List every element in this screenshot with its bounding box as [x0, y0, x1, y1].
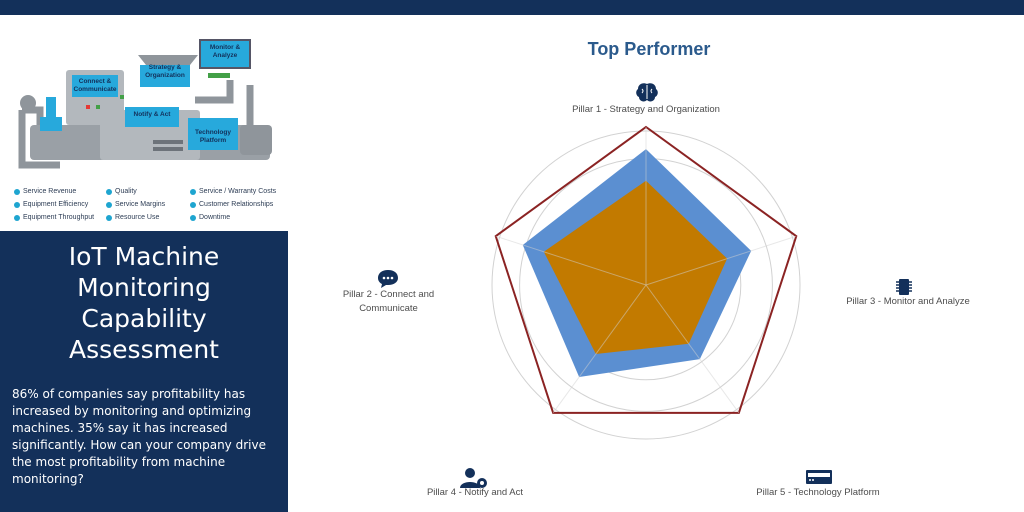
top-banner	[0, 0, 1024, 15]
user-gear-icon	[460, 468, 487, 488]
legend-col-1: Service Revenue Equipment Efficiency Equ…	[14, 185, 94, 224]
machine-graphic	[18, 39, 272, 169]
panel-title: IoT Machine Monitoring Capability Assess…	[68, 242, 220, 364]
bullet-icon	[190, 201, 196, 208]
illus-label-notify: Notify & Act	[133, 111, 171, 118]
chip-icon	[896, 279, 912, 295]
legend-col-2: Quality Service Margins Resource Use	[106, 185, 165, 224]
info-panel: IoT Machine Monitoring Capability Assess…	[0, 231, 288, 512]
left-column: Monitor & Analyze Strategy & Organizatio…	[0, 15, 288, 512]
legend-item: Resource Use	[106, 211, 165, 224]
illus-label-connect: Connect & Communicate	[73, 78, 117, 93]
legend-item: Equipment Throughput	[14, 211, 94, 224]
chat-icon	[378, 270, 398, 288]
machine-illustration: Monitor & Analyze Strategy & Organizatio…	[0, 15, 288, 231]
bullet-icon	[14, 214, 20, 221]
legend-item: Service Margins	[106, 198, 165, 211]
axis-label-pillar-2: Pillar 2 - Connect and Communicate	[342, 289, 435, 314]
chart-title: Top Performer	[587, 39, 711, 59]
radar-chart-area: Top Performer Pillar 1 - Strategy and Or…	[288, 15, 1024, 512]
bullet-icon	[14, 201, 20, 208]
bullet-icon	[190, 214, 196, 221]
illus-label-strategy: Strategy & Organization	[145, 64, 185, 79]
brain-icon	[636, 83, 658, 102]
panel-description: 86% of companies say profitability has i…	[12, 387, 266, 486]
radar-chart	[491, 125, 801, 440]
bullet-icon	[106, 201, 112, 208]
radar-series-3	[543, 180, 728, 355]
legend-item: Customer Relationships	[190, 198, 276, 211]
axis-spoke	[495, 235, 647, 286]
axis-label-pillar-3: Pillar 3 - Monitor and Analyze	[846, 296, 970, 307]
axis-spoke	[552, 284, 647, 414]
axis-label-pillar-5: Pillar 5 - Technology Platform	[756, 487, 880, 498]
legend-item: Service / Warranty Costs	[190, 185, 276, 198]
axis-spoke	[645, 284, 740, 414]
illus-label-monitor: Monitor & Analyze	[209, 44, 241, 59]
axis-label-pillar-4: Pillar 4 - Notify and Act	[426, 487, 524, 498]
legend-item: Quality	[106, 185, 165, 198]
radar-series-1	[494, 125, 798, 414]
legend-item: Downtime	[190, 211, 276, 224]
bullet-icon	[190, 188, 196, 195]
server-icon	[806, 470, 832, 484]
legend-item: Equipment Efficiency	[14, 198, 94, 211]
bullet-icon	[14, 188, 20, 195]
legend-col-3: Service / Warranty Costs Customer Relati…	[190, 185, 276, 224]
axis-spoke	[645, 235, 797, 286]
axis-label-pillar-1: Pillar 1 - Strategy and Organization	[572, 104, 720, 115]
legend-item: Service Revenue	[14, 185, 94, 198]
bullet-icon	[106, 214, 112, 221]
illus-label-technology: Technology Platform	[195, 129, 231, 144]
bullet-icon	[106, 188, 112, 195]
